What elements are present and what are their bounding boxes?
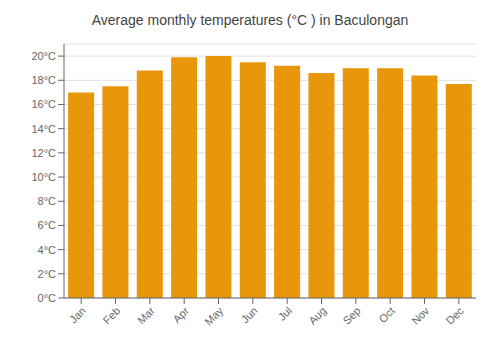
- svg-text:20°C: 20°C: [31, 50, 56, 62]
- svg-text:10°C: 10°C: [31, 171, 56, 183]
- svg-text:Mar: Mar: [135, 304, 157, 326]
- svg-text:Aug: Aug: [306, 304, 328, 326]
- svg-text:12°C: 12°C: [31, 147, 56, 159]
- svg-text:Sep: Sep: [340, 304, 362, 326]
- svg-text:Dec: Dec: [443, 304, 466, 327]
- html-text:Average monthly temperatures (: Average monthly temperatures (°C ) in Ba…: [91, 12, 409, 28]
- svg-text:Oct: Oct: [377, 304, 398, 325]
- svg-text:May: May: [202, 304, 226, 328]
- svg-text:Feb: Feb: [101, 304, 123, 326]
- svg-text:6°C: 6°C: [38, 219, 57, 231]
- svg-text:2°C: 2°C: [38, 268, 57, 280]
- svg-text:Apr: Apr: [171, 304, 192, 325]
- svg-text:Jun: Jun: [239, 304, 260, 325]
- svg-text:Jul: Jul: [276, 304, 294, 322]
- svg-text:18°C: 18°C: [31, 74, 56, 86]
- svg-text:8°C: 8°C: [38, 195, 57, 207]
- svg-text:14°C: 14°C: [31, 123, 56, 135]
- svg-text:0°C: 0°C: [38, 292, 57, 304]
- svg-text:Jan: Jan: [67, 304, 88, 325]
- svg-text:16°C: 16°C: [31, 98, 56, 110]
- svg-text:4°C: 4°C: [38, 244, 57, 256]
- svg-text:Nov: Nov: [409, 304, 432, 327]
